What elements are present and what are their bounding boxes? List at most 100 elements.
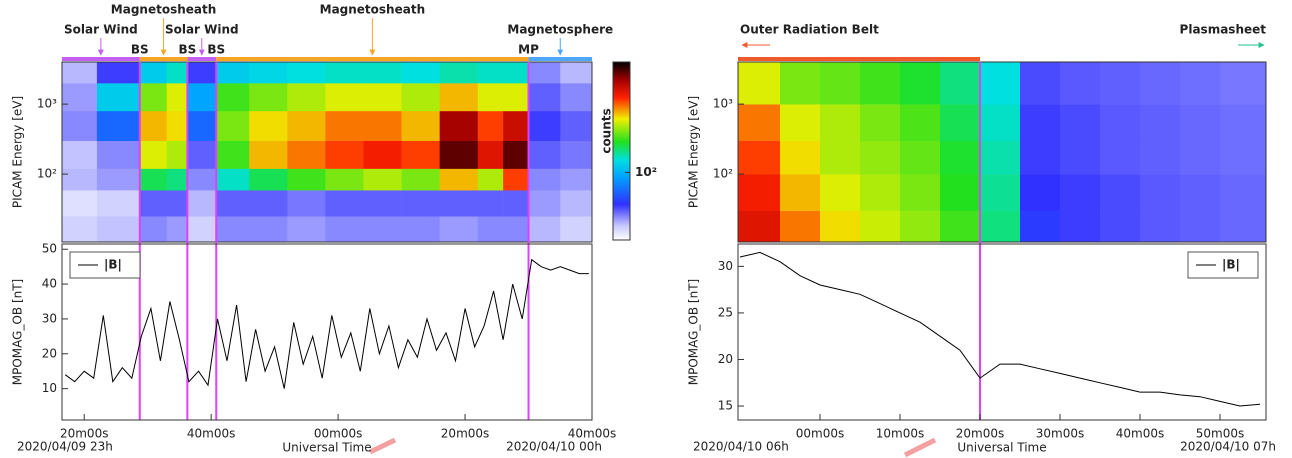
heatmap-cell — [780, 210, 821, 243]
heatmap-cell — [166, 168, 188, 191]
heatmap-cell — [96, 140, 141, 169]
heatmap-cell — [780, 140, 821, 175]
y-tick-label: 10³ — [713, 97, 733, 111]
heatmap-cell — [477, 216, 504, 243]
heatmap-cell — [401, 216, 440, 243]
heatmap-cell — [528, 140, 561, 169]
heatmap-cell — [96, 168, 141, 191]
heatmap-cell — [439, 110, 479, 142]
date-label: 2020/04/09 23h — [17, 440, 113, 454]
heatmap-cell — [249, 168, 288, 191]
region-bar — [62, 57, 140, 61]
heatmap-cell — [1060, 140, 1101, 175]
heatmap-cell — [900, 62, 941, 105]
heatmap-cell — [249, 140, 288, 169]
heatmap-cell — [820, 140, 861, 175]
heatmap-cell — [1180, 62, 1221, 105]
x-tick-label: 20m00s — [60, 427, 108, 441]
heatmap-cell — [860, 140, 901, 175]
line-series — [739, 251, 1261, 407]
heatmap-cell — [1020, 62, 1061, 105]
date-label: 2020/04/10 07h — [1180, 440, 1276, 454]
heatmap-cell — [1100, 104, 1141, 142]
heatmap-cell — [477, 190, 504, 217]
heatmap-cell — [96, 110, 141, 142]
heatmap-cell — [1100, 62, 1141, 105]
heatmap-cell — [980, 62, 1021, 105]
heatmap-cell — [477, 110, 504, 142]
heatmap-cell — [860, 210, 901, 243]
x-tick-label: 10m00s — [876, 427, 924, 441]
heatmap-cell — [363, 190, 402, 217]
x-tick-label: 40m00s — [568, 427, 616, 441]
heatmap-cell — [738, 140, 781, 175]
boundary-label: BS — [131, 43, 149, 57]
heatmap-cell — [980, 140, 1021, 175]
boundary-label: MP — [518, 43, 539, 57]
heatmap-cell — [325, 190, 364, 217]
y-tick-label: 50 — [42, 242, 57, 256]
region-bar — [187, 57, 217, 61]
y-tick-label: 20 — [42, 346, 57, 360]
heatmap-cell — [503, 62, 529, 84]
legend-label: |B| — [1222, 258, 1240, 272]
y-tick-label: 20 — [718, 352, 733, 366]
heatmap-cell — [216, 140, 250, 169]
heatmap-cell — [900, 210, 941, 243]
heatmap-cell — [940, 104, 981, 142]
heatmap-cell — [1060, 174, 1101, 211]
heatmap-cell — [62, 110, 98, 142]
heatmap-cell — [940, 140, 981, 175]
heatmap-cell — [325, 62, 364, 84]
heatmap-cell — [1100, 140, 1141, 175]
heatmap-cell — [249, 216, 288, 243]
heatmap-cell — [503, 216, 529, 243]
heatmap-cell — [287, 140, 326, 169]
heatmap-cell — [820, 104, 861, 142]
heatmap-cell — [1180, 104, 1221, 142]
heatmap-cell — [1140, 174, 1181, 211]
heatmap-cell — [1020, 210, 1061, 243]
x-tick-label: 50m00s — [1196, 427, 1244, 441]
heatmap-cell — [980, 174, 1021, 211]
heatmap-cell — [62, 83, 98, 112]
heatmap-cell — [860, 174, 901, 211]
date-label: 2020/04/10 06h — [693, 440, 789, 454]
heatmap-cell — [503, 83, 529, 112]
heatmap-cell — [139, 140, 168, 169]
heatmap-cell — [363, 140, 402, 169]
heatmap-cell — [62, 216, 98, 243]
heatmap-cell — [401, 110, 440, 142]
heatmap-cell — [528, 110, 561, 142]
heatmap-cell — [96, 190, 141, 217]
heatmap-cell — [325, 140, 364, 169]
heatmap-cell — [363, 168, 402, 191]
heatmap-cell — [560, 62, 593, 84]
y-tick-label: 25 — [718, 305, 733, 319]
heatmap-cell — [940, 210, 981, 243]
heatmap-cell — [560, 83, 593, 112]
date-label: 2020/04/10 00h — [506, 440, 602, 454]
heatmap-cell — [1060, 104, 1101, 142]
heatmap-cell — [325, 168, 364, 191]
heatmap-cell — [325, 216, 364, 243]
colorbar — [612, 61, 631, 241]
heatmap-cell — [139, 62, 168, 84]
heatmap-cell — [738, 62, 781, 105]
y-tick-label: 10² — [37, 167, 57, 181]
heatmap-cell — [363, 216, 402, 243]
heatmap-cell — [738, 174, 781, 211]
x-axis-title: Universal Time — [282, 441, 371, 455]
heatmap-cell — [738, 104, 781, 142]
x-tick-label: 00m00s — [314, 427, 362, 441]
plot-frame — [737, 243, 1267, 421]
heatmap-cell — [1180, 140, 1221, 175]
x-tick-label: 20m00s — [956, 427, 1004, 441]
heatmap-cell — [780, 174, 821, 211]
region-label: Solar Wind — [165, 23, 239, 37]
heatmap-cell — [1060, 62, 1101, 105]
heatmap-cell — [139, 110, 168, 142]
heatmap-cell — [528, 62, 561, 84]
y-axis-title: MPOMAG_OB [nT] — [11, 279, 25, 385]
heatmap-cell — [477, 140, 504, 169]
